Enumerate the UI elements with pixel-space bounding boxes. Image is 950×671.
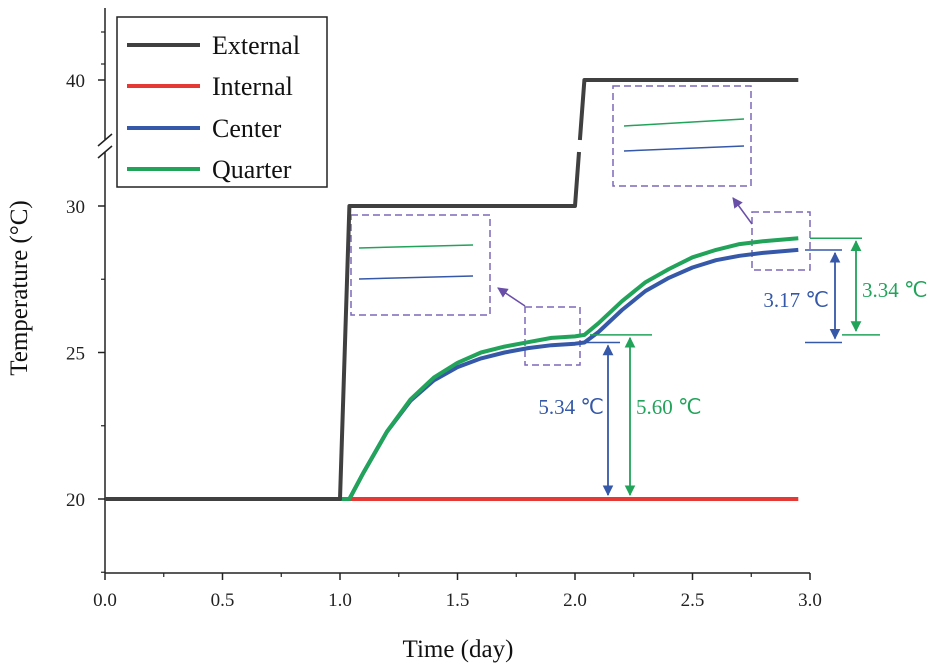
inset-line-center [358, 275, 474, 280]
series-line-center [105, 247, 799, 501]
inset-line-center [623, 145, 745, 152]
inset-line-quarter [623, 118, 745, 127]
legend-label-external: External [212, 31, 300, 60]
series-line-external [577, 78, 799, 141]
y-tick-label: 25 [66, 344, 85, 365]
series-line-quarter [105, 236, 799, 501]
x-tick-label: 3.0 [798, 590, 822, 611]
difference-label-center: 5.34 ℃ [538, 395, 604, 419]
difference-annotations: 5.34 ℃ 5.60 ℃ 3.17 ℃ 3.34 ℃ [538, 237, 928, 497]
x-tick-label: 2.0 [563, 590, 587, 611]
x-axis-title: Time (day) [403, 636, 514, 663]
series-lines [105, 78, 799, 501]
x-tick-label: 0.0 [93, 590, 117, 611]
y-axis-break-mark [97, 133, 113, 147]
y-axis-break-mark [97, 145, 113, 159]
zoom-inset-box [612, 85, 752, 187]
axes: 0.0 0.5 1.0 1.5 2.0 2.5 3.0 20 25 30 40 [66, 8, 822, 611]
difference-label-center: 3.17 ℃ [763, 288, 829, 312]
y-tick-label: 40 [66, 71, 85, 92]
x-tick-label: 2.5 [681, 590, 705, 611]
series-line-external [105, 151, 581, 501]
legend-label-quarter: Quarter [212, 155, 292, 184]
x-tick-label: 1.0 [328, 590, 352, 611]
zoom-inset-box [350, 214, 491, 316]
inset-line-quarter [358, 244, 474, 249]
legend: External Internal Center Quarter [116, 16, 328, 188]
zoom-arrow [497, 287, 526, 307]
zoom-arrow [732, 197, 753, 225]
y-tick-label: 30 [66, 197, 85, 218]
legend-label-center: Center [212, 114, 282, 143]
difference-label-quarter: 5.60 ℃ [636, 395, 702, 419]
x-tick-label: 0.5 [211, 590, 235, 611]
x-tick-label: 1.5 [446, 590, 470, 611]
y-tick-label: 20 [66, 490, 85, 511]
legend-label-internal: Internal [212, 72, 293, 101]
difference-label-quarter: 3.34 ℃ [862, 278, 928, 302]
zoom-insets [350, 85, 811, 366]
y-axis-title: Temperature (°C) [6, 200, 33, 376]
